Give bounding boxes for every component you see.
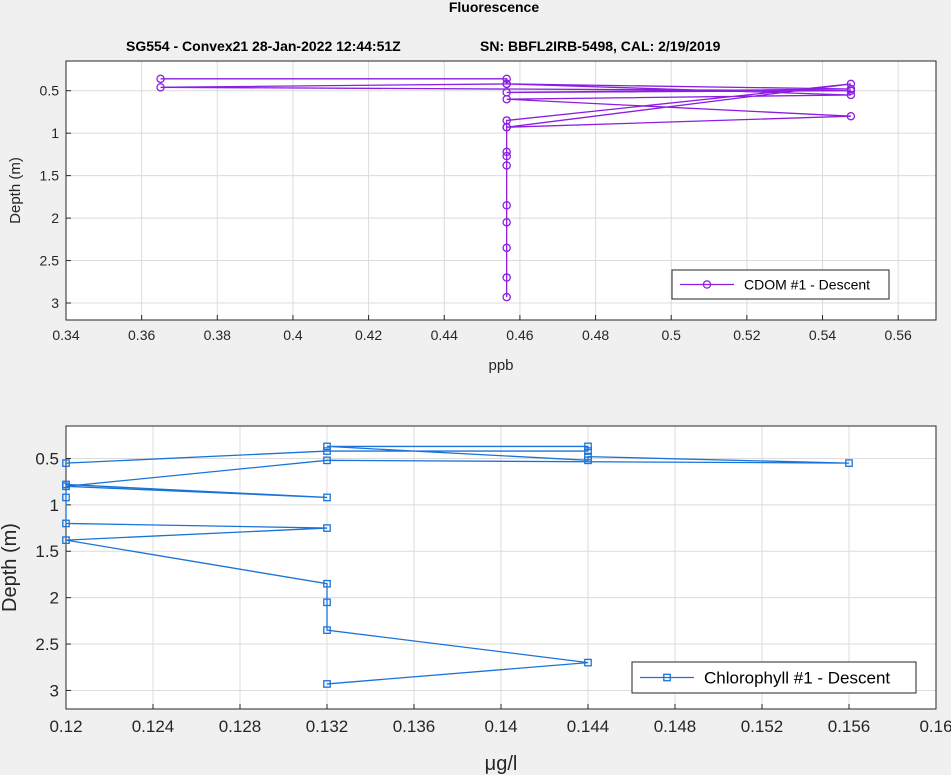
x-tick-label: 0.12	[49, 717, 82, 736]
y-tick-label: 2	[51, 210, 59, 226]
data-point	[502, 218, 511, 227]
data-point	[323, 579, 331, 588]
x-axis-label: μg/l	[485, 753, 518, 775]
x-tick-label: 0.16	[919, 717, 951, 736]
y-tick-label: 1.5	[35, 542, 59, 561]
legend-marker	[663, 673, 671, 682]
series-line	[160, 78, 851, 298]
y-tick-label: 2.5	[35, 635, 59, 654]
x-tick-label: 0.52	[733, 327, 760, 343]
data-point	[323, 456, 331, 465]
data-point	[502, 273, 511, 282]
x-tick-label: 0.132	[306, 717, 349, 736]
data-point	[156, 74, 165, 84]
axes-box	[65, 425, 937, 710]
figure-title: Fluorescence	[449, 0, 539, 15]
y-tick-label: 0.5	[35, 449, 59, 468]
y-tick-label: 3	[50, 681, 59, 700]
x-tick-label: 0.128	[219, 717, 262, 736]
data-point	[502, 147, 511, 157]
axes-box	[65, 60, 937, 321]
data-point	[846, 111, 856, 121]
data-point	[502, 74, 511, 84]
x-tick-label: 0.14	[484, 717, 517, 736]
data-point	[502, 243, 511, 253]
x-tick-label: 0.152	[741, 717, 784, 736]
data-point	[502, 161, 511, 170]
data-point	[323, 524, 331, 532]
x-tick-label: 0.144	[567, 717, 610, 736]
data-point	[584, 452, 592, 461]
y-tick-label: 2	[50, 589, 59, 608]
data-point	[62, 480, 70, 489]
data-point	[62, 536, 70, 544]
data-point	[323, 626, 331, 634]
data-point	[502, 201, 511, 210]
y-tick-label: 1.5	[40, 168, 60, 184]
data-point	[846, 79, 856, 89]
data-point	[502, 151, 511, 161]
data-point	[323, 442, 331, 451]
data-point	[584, 658, 592, 667]
figure-subtitle-right: SN: BBFL2IRB-5498, CAL: 2/19/2019	[480, 38, 721, 54]
data-point	[62, 519, 70, 528]
x-tick-label: 0.42	[355, 327, 382, 343]
y-axis-label: Depth (m)	[0, 523, 21, 612]
x-axis-label: ppb	[488, 357, 513, 374]
series-line	[65, 445, 850, 685]
data-point	[502, 79, 511, 89]
y-tick-label: 3	[51, 295, 59, 311]
legend-marker	[702, 280, 712, 289]
x-tick-label: 0.136	[393, 717, 436, 736]
legend-label: CDOM #1 - Descent	[744, 277, 870, 293]
cdom-depth-plot: 0.34 0.36 0.38 0.4 0.42 0.44 0.46 0.48 0.5 0.52 0.…	[7, 60, 937, 374]
figure-subtitle-left: SG554 - Convex21 28-Jan-2022 12:44:51Z	[126, 38, 401, 54]
x-tick-label: 0.46	[506, 327, 533, 343]
x-tick-label: 0.4	[283, 327, 303, 343]
x-tick-label: 0.44	[431, 327, 458, 343]
data-point	[584, 442, 592, 451]
data-point	[502, 94, 511, 104]
data-point	[502, 122, 511, 132]
y-tick-label: 2.5	[40, 252, 60, 268]
x-tick-label: 0.148	[654, 717, 697, 736]
x-tick-label: 0.54	[809, 327, 836, 343]
data-point	[846, 90, 856, 100]
x-tick-label: 0.36	[128, 327, 155, 343]
data-point	[323, 680, 331, 688]
legend-label: Chlorophyll #1 - Descent	[704, 669, 890, 688]
x-tick-label: 0.48	[582, 327, 609, 343]
data-point	[62, 459, 70, 467]
data-point	[502, 292, 511, 302]
data-point	[323, 493, 331, 502]
y-tick-label: 1	[50, 496, 59, 515]
y-tick-label: 0.5	[40, 83, 60, 99]
data-point	[323, 598, 331, 607]
data-point	[156, 83, 165, 92]
y-tick-label: 1	[51, 125, 59, 141]
data-point	[584, 447, 592, 455]
y-axis-label: Depth (m)	[7, 157, 24, 224]
x-tick-label: 0.5	[661, 327, 681, 343]
x-tick-label: 0.156	[828, 717, 871, 736]
data-point	[62, 493, 70, 502]
data-point	[845, 459, 853, 467]
data-point	[323, 447, 331, 455]
x-tick-label: 0.38	[204, 327, 231, 343]
x-tick-label: 0.56	[885, 327, 912, 343]
x-tick-label: 0.124	[132, 717, 175, 736]
x-tick-label: 0.34	[52, 327, 79, 343]
chlorophyll-depth-plot: 0.12 0.124 0.128 0.132 0.136 0.14 0.144 0.148 0.…	[0, 425, 951, 775]
